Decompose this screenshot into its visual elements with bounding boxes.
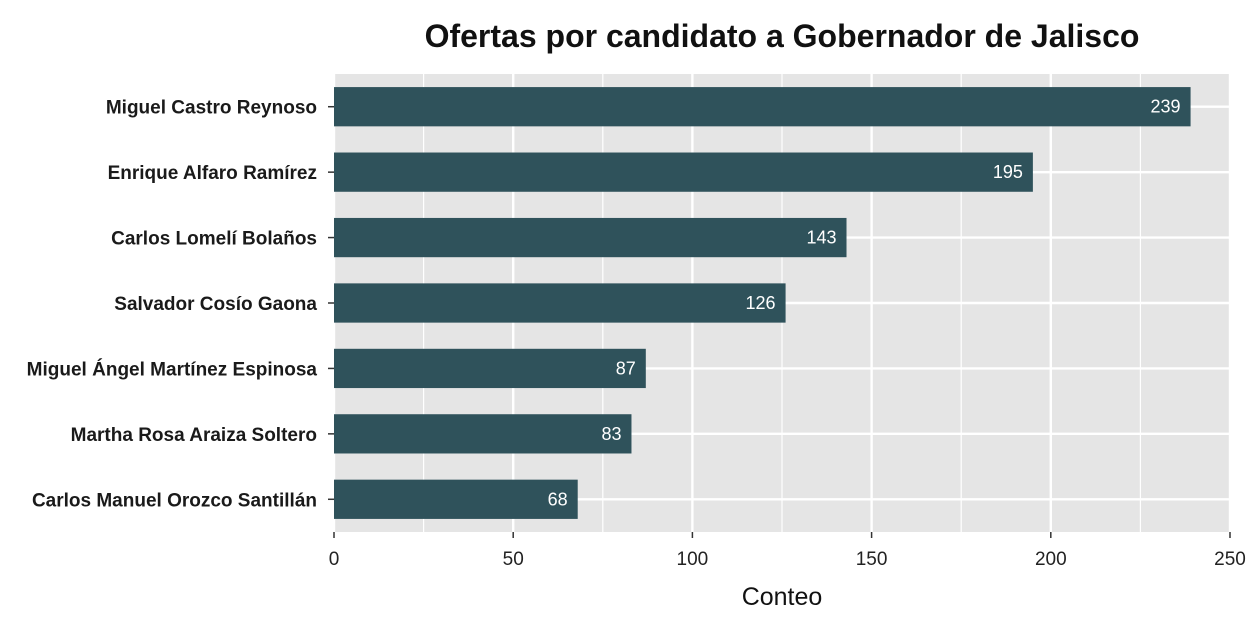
x-tick-label: 200 <box>1035 549 1067 570</box>
x-tick-label: 250 <box>1214 549 1246 570</box>
bar <box>334 283 786 323</box>
category-label: Salvador Cosío Gaona <box>114 294 317 315</box>
chart-title: Ofertas por candidato a Gobernador de Ja… <box>424 18 1140 54</box>
x-tick-label: 50 <box>503 549 524 570</box>
data-label: 126 <box>746 293 776 313</box>
category-label: Carlos Manuel Orozco Santillán <box>32 490 317 511</box>
bar <box>334 348 646 389</box>
category-label: Miguel Castro Reynoso <box>106 98 317 119</box>
data-label: 83 <box>601 424 621 444</box>
bar <box>334 217 847 258</box>
x-tick-label: 0 <box>329 549 340 570</box>
bar <box>334 152 1033 192</box>
data-label: 87 <box>616 358 636 378</box>
x-axis-title: Conteo <box>742 583 823 611</box>
x-tick-label: 150 <box>856 549 888 570</box>
category-label: Miguel Ángel Martínez Espinosa <box>27 358 318 380</box>
bar <box>334 414 632 454</box>
category-label: Carlos Lomelí Bolaños <box>111 229 317 250</box>
bar <box>334 87 1191 127</box>
data-label: 68 <box>548 489 568 509</box>
category-label: Martha Rosa Araiza Soltero <box>71 425 317 446</box>
bar <box>334 479 578 519</box>
data-label: 143 <box>806 228 836 248</box>
data-label: 195 <box>993 162 1023 182</box>
data-label: 239 <box>1151 97 1181 117</box>
x-tick-label: 100 <box>677 549 709 570</box>
category-label: Enrique Alfaro Ramírez <box>108 163 317 184</box>
